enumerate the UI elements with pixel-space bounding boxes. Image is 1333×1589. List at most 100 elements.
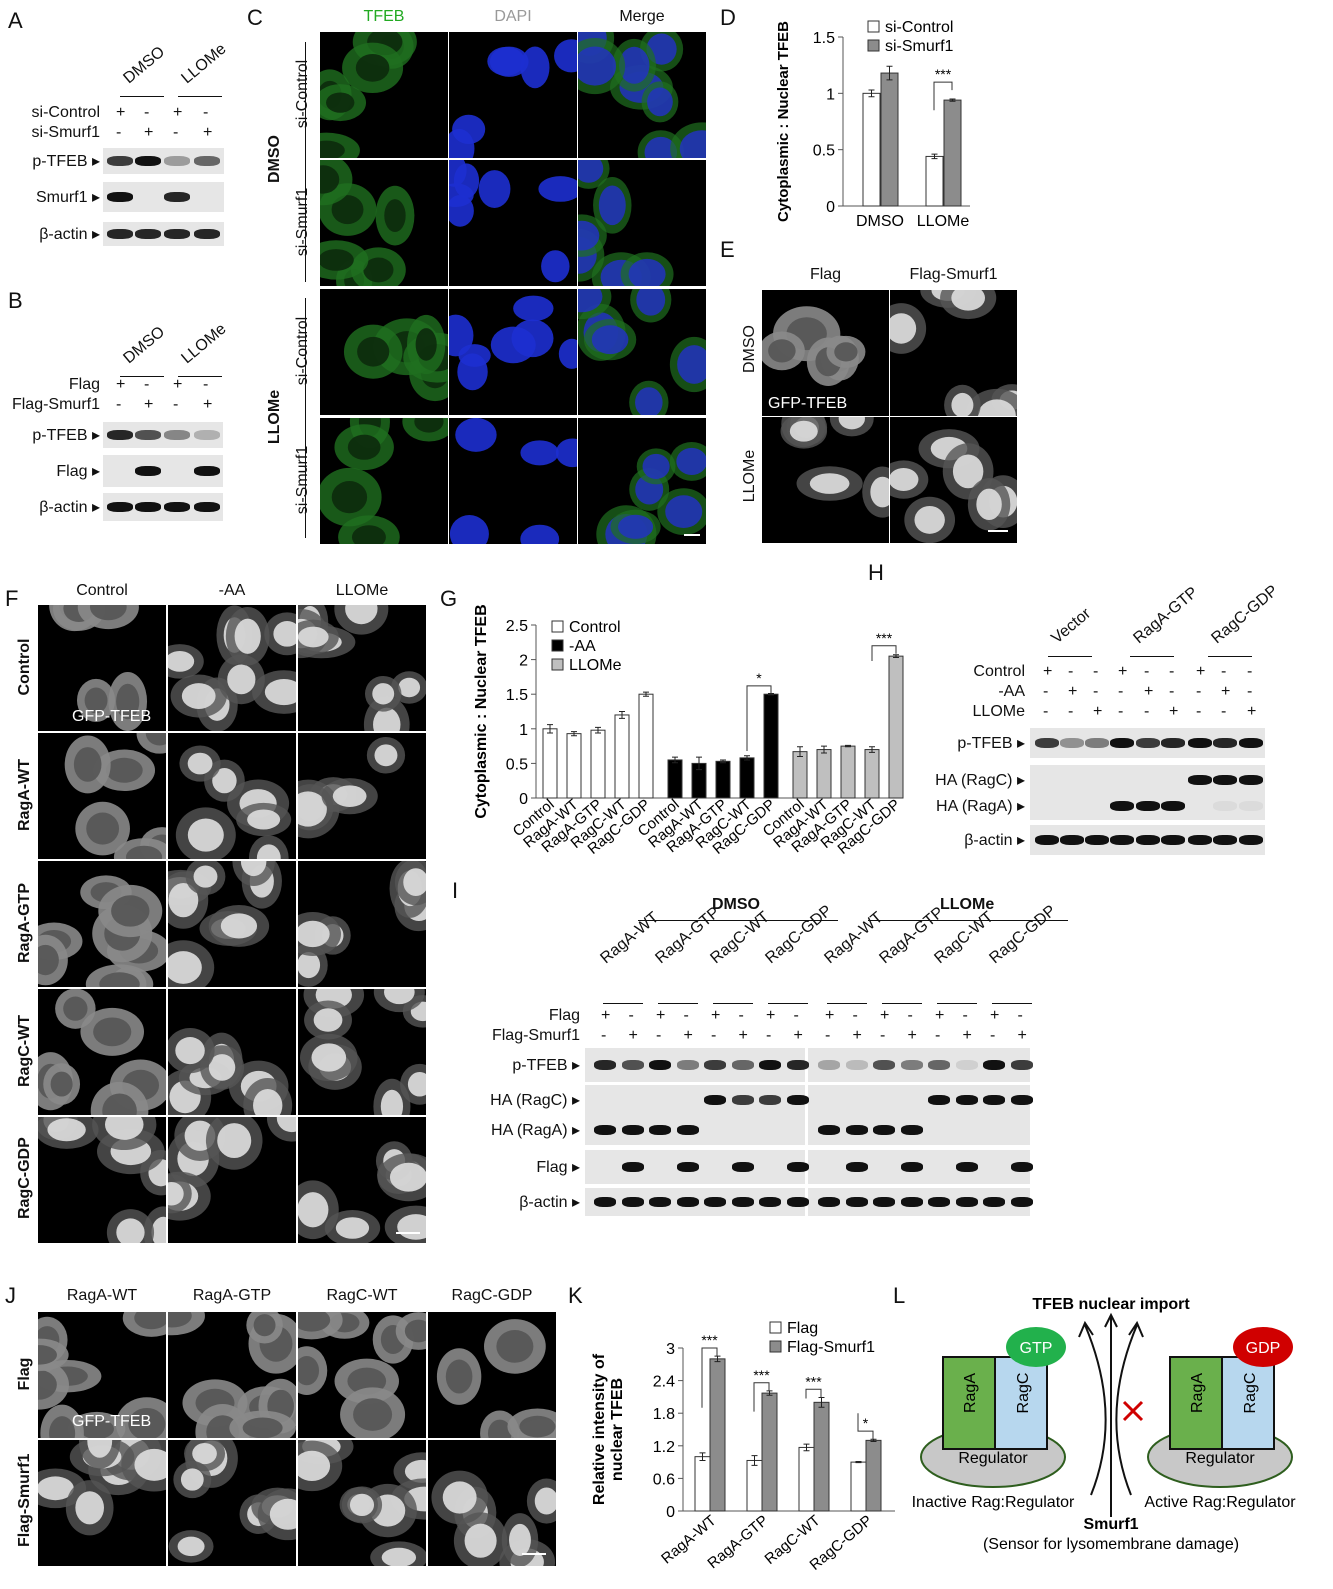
error-bar <box>643 691 649 697</box>
significance-stars: * <box>756 670 762 686</box>
protein-band <box>1085 835 1109 845</box>
nucleotide-shape <box>1006 1327 1066 1367</box>
microscopy-image <box>578 289 706 415</box>
protein-band <box>873 1197 895 1207</box>
column-header: RagC-GDP <box>451 1287 533 1304</box>
treatment-sign: - <box>907 1007 913 1024</box>
y-tick-label: 1.2 <box>653 1439 675 1456</box>
lane-group-label: RagA-GTP <box>1130 583 1202 648</box>
bar <box>943 99 962 207</box>
protein-band <box>1010 1095 1033 1105</box>
bar <box>813 1401 830 1512</box>
error-bar <box>886 65 893 81</box>
construct-underline <box>658 1003 698 1004</box>
protein-band <box>194 502 220 512</box>
protein-band <box>1060 835 1084 845</box>
treatment-sign: + <box>116 104 126 121</box>
treatment-row-label: Control <box>973 663 1025 680</box>
protein-band <box>676 1197 699 1207</box>
microscopy-image <box>168 605 296 731</box>
protein-band <box>649 1197 671 1207</box>
protein-band <box>928 1095 950 1105</box>
row-label: LLOMe <box>741 449 758 503</box>
protein-band <box>786 1162 809 1172</box>
treatment-sign: - <box>173 396 179 413</box>
error-bar <box>949 98 956 102</box>
microscopy-image <box>578 32 706 158</box>
protein-band <box>164 502 190 512</box>
treatment-label: DMSO <box>266 135 283 183</box>
bar <box>880 72 899 207</box>
nucleotide-shape <box>1233 1327 1293 1367</box>
microscopy-image <box>298 1440 426 1566</box>
treatment-row-label: Flag <box>548 1007 580 1024</box>
protein-band <box>676 1060 699 1070</box>
panel-label-E: E <box>720 237 735 262</box>
column-header: RagA-WT <box>66 1287 138 1304</box>
bar <box>763 693 779 799</box>
protein-band <box>704 1095 726 1105</box>
treatment-sign: + <box>116 376 126 393</box>
y-tick-label: 1.5 <box>506 687 528 704</box>
row-label: si-Control <box>294 316 311 386</box>
microscopy-image <box>298 1117 426 1243</box>
treatment-sign: + <box>628 1027 638 1044</box>
raga-shape <box>942 1356 996 1450</box>
panel-label-G: G <box>440 586 458 611</box>
treatment-sign: - <box>1093 683 1099 700</box>
protein-band <box>1136 738 1160 748</box>
significance-stars: *** <box>935 66 952 82</box>
blot-label: p-TFEB <box>0 733 1025 753</box>
treatment-sign: - <box>1144 703 1150 720</box>
protein-band <box>704 1197 726 1207</box>
treatment-sign: - <box>628 1007 634 1024</box>
protein-band <box>649 1125 671 1135</box>
treatment-sign: + <box>1169 703 1179 720</box>
legend-label: -AA <box>569 638 596 655</box>
protein-band <box>594 1060 616 1070</box>
y-tick-label: 0 <box>666 1504 675 1521</box>
treatment-sign: + <box>1118 663 1128 680</box>
bar <box>614 714 630 799</box>
smurf1-label: Smurf1 <box>1083 1516 1138 1533</box>
treatment-sign: - <box>1144 663 1150 680</box>
treatment-row-label: LLOMe <box>972 703 1025 720</box>
treatment-sign: - <box>601 1027 607 1044</box>
panel-label-D: D <box>720 5 736 30</box>
legend-swatch <box>769 1321 782 1334</box>
protein-band <box>135 466 161 476</box>
y-tick-label: 1.5 <box>813 30 835 47</box>
panel-label-J: J <box>5 1283 16 1308</box>
microscopy-image <box>38 861 166 987</box>
nucleotide-label: GDP <box>1246 1340 1281 1357</box>
protein-band <box>107 156 133 166</box>
treatment-sign: - <box>1017 1007 1023 1024</box>
ragc-label: RagC <box>1242 1373 1259 1414</box>
construct-underline <box>937 1003 977 1004</box>
bar <box>709 1358 726 1512</box>
legend-swatch <box>867 39 880 52</box>
error-bar <box>672 756 678 764</box>
group-underline <box>120 376 164 377</box>
raga-shape <box>1169 1356 1223 1450</box>
treatment-sign: - <box>766 1027 772 1044</box>
protein-band <box>818 1060 840 1070</box>
complex-caption: Active Rag:Regulator <box>1144 1494 1296 1511</box>
protein-band <box>1110 800 1134 811</box>
blot-label: β-actin <box>0 497 100 517</box>
blot-strip <box>808 1085 1030 1145</box>
treatment-sign: + <box>766 1007 776 1024</box>
panel-label-H: H <box>868 560 884 585</box>
protein-band <box>1239 800 1263 811</box>
protein-band <box>900 1197 923 1207</box>
bracket-line <box>305 298 306 538</box>
y-tick-label: 0.6 <box>653 1471 675 1488</box>
error-bar <box>571 731 577 737</box>
significance-bracket <box>933 81 953 111</box>
protein-band <box>928 1197 950 1207</box>
treatment-sign: - <box>935 1027 941 1044</box>
protein-band <box>786 1060 809 1070</box>
microscopy-image <box>449 32 577 158</box>
protein-band <box>1110 835 1134 845</box>
panel-label-A: A <box>8 8 23 33</box>
